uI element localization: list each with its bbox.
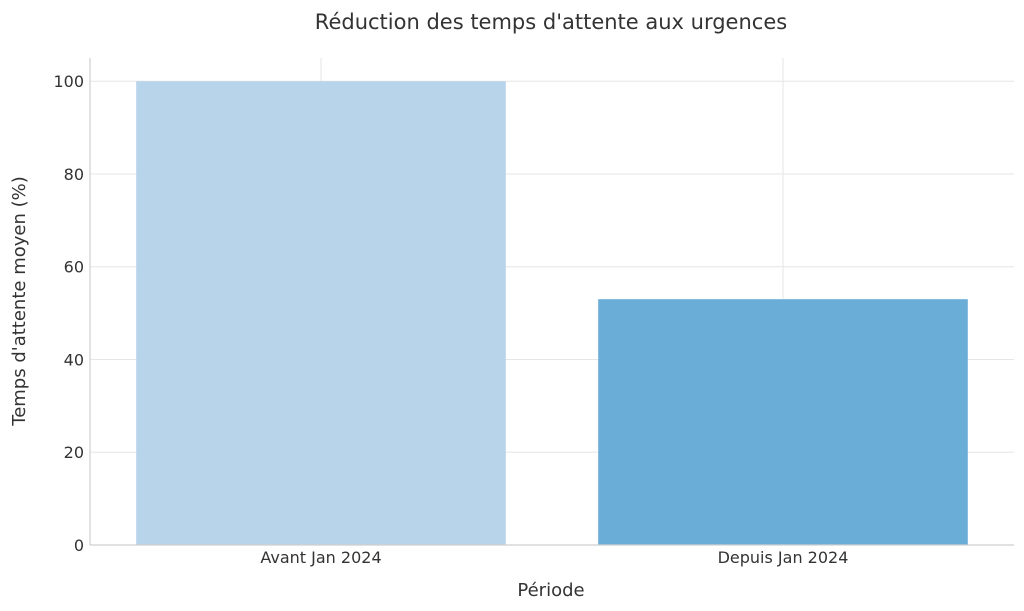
y-tick-label: 100	[53, 72, 84, 91]
y-tick-label: 80	[64, 165, 84, 184]
y-tick-label: 60	[64, 258, 84, 277]
y-axis-label: Temps d'attente moyen (%)	[9, 176, 30, 426]
x-tick-label: Depuis Jan 2024	[718, 548, 849, 567]
y-tick-label: 20	[64, 443, 84, 462]
x-axis-label: Période	[517, 580, 584, 601]
y-axis-ticks: 0 20 40 60 80 100	[53, 72, 84, 555]
bar	[598, 299, 968, 545]
bar	[136, 81, 506, 545]
y-tick-label: 0	[74, 536, 84, 555]
axes	[89, 58, 1014, 546]
bars	[136, 81, 968, 545]
chart-title: Réduction des temps d'attente aux urgenc…	[315, 10, 787, 34]
y-tick-label: 40	[64, 350, 84, 369]
x-tick-label: Avant Jan 2024	[260, 548, 381, 567]
x-axis-ticks: Avant Jan 2024 Depuis Jan 2024	[260, 548, 848, 567]
